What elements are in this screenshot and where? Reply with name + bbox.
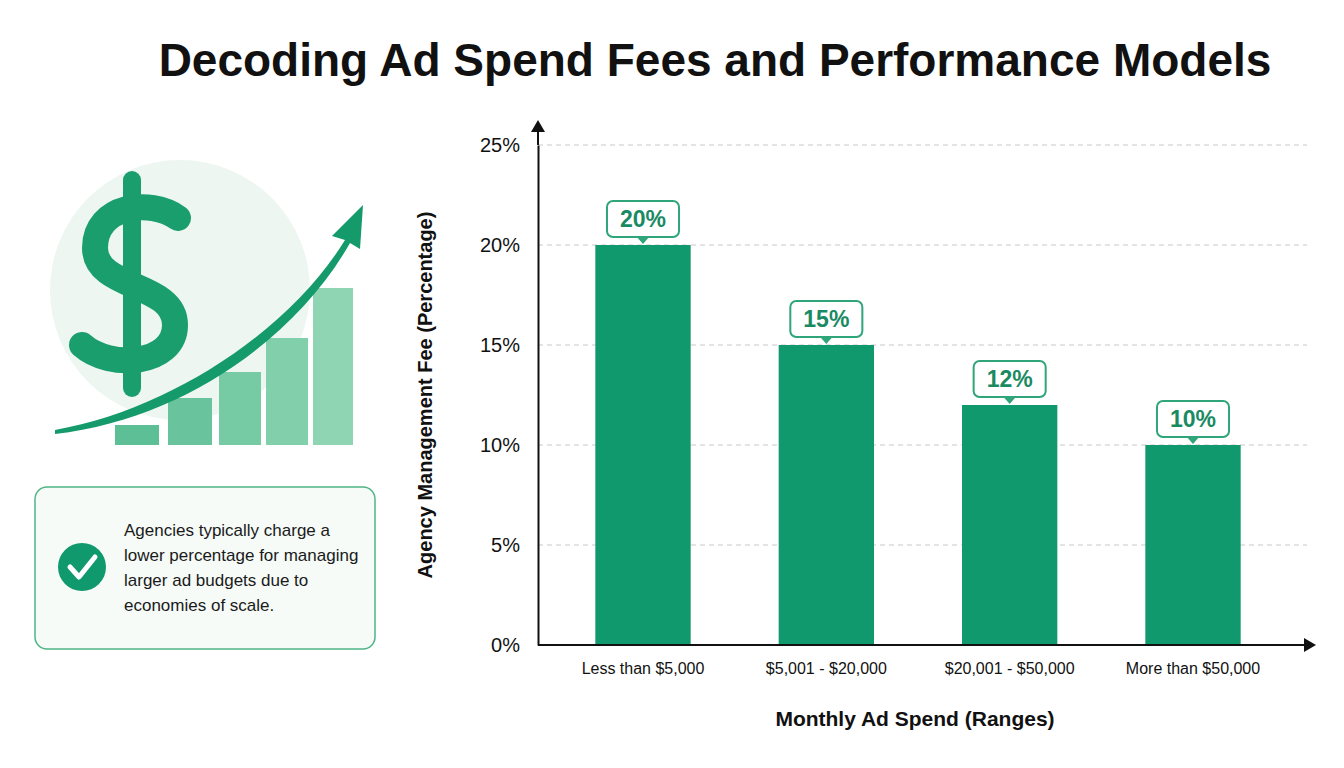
data-label-box bbox=[790, 301, 862, 337]
data-label-pointer bbox=[1186, 436, 1200, 444]
illustration-arrow bbox=[55, 205, 363, 434]
grid-line bbox=[538, 145, 1307, 146]
callout-box bbox=[35, 487, 375, 649]
y-axis-arrow bbox=[531, 120, 545, 132]
illustration-bar bbox=[115, 425, 159, 445]
data-label-pointer bbox=[636, 236, 650, 244]
title: Decoding Ad Spend Fees and Performance M… bbox=[159, 34, 1272, 86]
y-tick: 20% bbox=[480, 234, 538, 256]
y-tick: 5% bbox=[491, 534, 538, 556]
data-label-group: 15% bbox=[790, 301, 862, 344]
data-label-group: 10% bbox=[1157, 401, 1229, 444]
y-tick-label: 5% bbox=[491, 534, 520, 556]
bar bbox=[595, 245, 690, 645]
x-axis: Less than $5,000 $5,001 - $20,000 $20,001 … bbox=[538, 645, 1307, 677]
y-tick-label: 10% bbox=[480, 434, 520, 456]
y-tick-label: 0% bbox=[491, 634, 520, 656]
x-tick-label: $5,001 - $20,000 bbox=[766, 660, 887, 677]
y-axis-title: Agency Management Fee (Percentage) bbox=[414, 212, 436, 579]
illustration-bar bbox=[313, 288, 353, 445]
data-label: 12% bbox=[987, 366, 1033, 392]
y-tick: 0% bbox=[491, 634, 538, 656]
x-tick: $5,001 - $20,000 bbox=[766, 645, 887, 677]
data-label-box bbox=[974, 361, 1046, 397]
data-label-box bbox=[607, 201, 679, 237]
bars bbox=[595, 245, 1240, 645]
callout-check bbox=[70, 557, 95, 577]
data-label: 15% bbox=[803, 306, 849, 332]
y-tick: 10% bbox=[480, 434, 538, 456]
y-tick: 15% bbox=[480, 334, 538, 356]
x-axis-title: Monthly Ad Spend (Ranges) bbox=[775, 707, 1054, 730]
x-tick: $20,001 - $50,000 bbox=[945, 645, 1075, 677]
x-tick: Less than $5,000 bbox=[582, 645, 705, 677]
data-label-group: 12% bbox=[974, 361, 1046, 404]
annotation: Agencies typically charge alower percent… bbox=[124, 521, 358, 615]
illustration bbox=[50, 160, 363, 445]
bar bbox=[779, 345, 874, 645]
x-axis-line bbox=[538, 644, 1307, 646]
x-axis-arrow bbox=[1304, 638, 1316, 652]
data-label-group: 20% bbox=[607, 201, 679, 244]
illustration-bar bbox=[266, 338, 308, 445]
x-tick-label: $20,001 - $50,000 bbox=[945, 660, 1075, 677]
illustration-bar bbox=[168, 398, 212, 445]
bar bbox=[962, 405, 1057, 645]
illustration-dollar-bar bbox=[123, 180, 141, 388]
data-label: 20% bbox=[620, 206, 666, 232]
y-tick: 25% bbox=[480, 134, 538, 156]
data-labels: 20% 15% 12% 10% bbox=[607, 201, 1229, 444]
illustration-bar bbox=[219, 372, 261, 445]
x-tick-label: Less than $5,000 bbox=[582, 660, 705, 677]
x-tick-label: More than $50,000 bbox=[1126, 660, 1260, 677]
bar bbox=[1145, 445, 1240, 645]
data-label-pointer bbox=[819, 336, 833, 344]
y-tick-label: 15% bbox=[480, 334, 520, 356]
y-axis-line bbox=[538, 146, 540, 646]
y-axis: 0% 5% 10% 15% 20% 25% bbox=[480, 134, 539, 656]
callout-check-circle bbox=[58, 543, 106, 591]
data-label-pointer bbox=[1003, 396, 1017, 404]
chart-canvas: Decoding Ad Spend Fees and Performance M… bbox=[0, 0, 1344, 768]
y-tick-label: 25% bbox=[480, 134, 520, 156]
callout: Agencies typically charge alower percent… bbox=[35, 487, 375, 649]
data-label-box bbox=[1157, 401, 1229, 437]
x-tick: More than $50,000 bbox=[1126, 645, 1260, 677]
data-label: 10% bbox=[1170, 406, 1216, 432]
y-tick-label: 20% bbox=[480, 234, 520, 256]
